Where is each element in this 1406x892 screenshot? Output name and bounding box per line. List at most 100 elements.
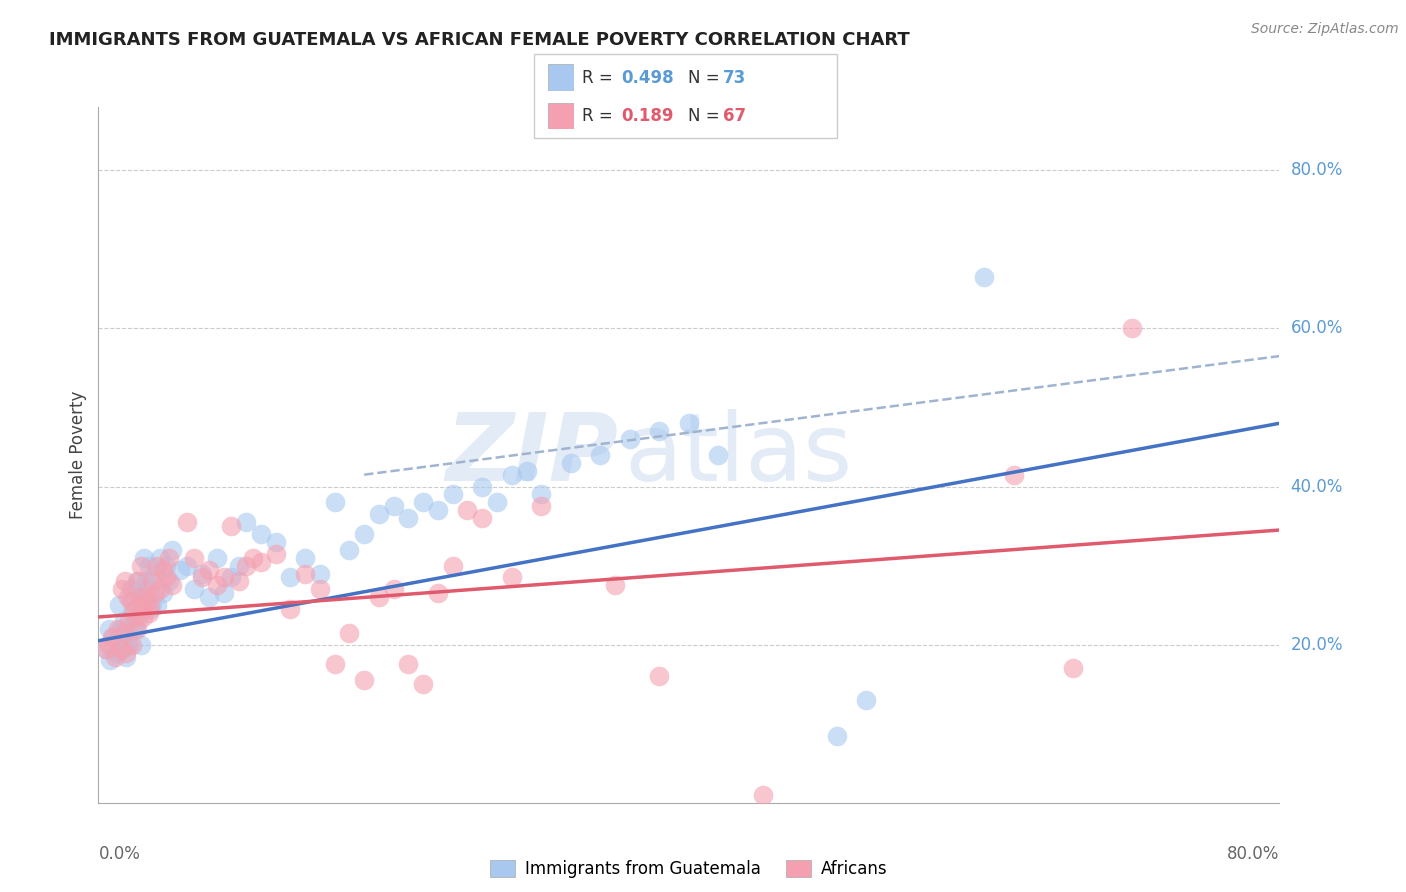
Point [235,515,257,529]
Point [228,558,250,573]
Point [157,574,180,589]
Point [337,625,360,640]
Point [337,542,360,557]
Point [176,515,198,529]
Point [471,511,494,525]
Point [619,432,641,446]
Text: 80.0%: 80.0% [1227,845,1279,863]
Point [105,646,128,660]
Point [456,503,478,517]
Point [138,606,160,620]
Point [678,417,700,431]
Point [118,614,141,628]
Point [212,570,235,584]
Point [139,598,162,612]
Point [412,495,434,509]
Text: ZIP: ZIP [446,409,619,501]
Point [751,788,773,802]
Point [228,574,250,589]
Point [560,456,582,470]
Point [648,669,671,683]
Point [205,578,228,592]
Point [100,630,122,644]
Point [441,487,464,501]
Text: R =: R = [582,107,623,125]
Point [152,563,174,577]
Point [825,729,848,743]
Point [122,591,145,605]
Text: 20.0%: 20.0% [1291,636,1343,654]
Point [135,591,157,605]
Point [162,542,183,557]
Point [323,657,346,672]
Text: Source: ZipAtlas.com: Source: ZipAtlas.com [1251,22,1399,37]
Point [589,448,612,462]
Point [235,558,257,573]
Point [427,503,450,517]
Point [368,507,391,521]
Point [205,550,228,565]
Point [198,563,221,577]
Point [382,500,405,514]
Point [382,582,405,597]
Point [198,591,221,605]
Point [143,566,166,581]
Point [107,622,129,636]
Point [530,487,553,501]
Point [707,448,730,462]
Point [114,574,136,589]
Point [94,641,117,656]
Point [501,467,523,482]
Point [132,591,155,605]
Point [191,566,214,581]
Text: 0.498: 0.498 [621,69,673,87]
Point [138,558,160,573]
Point [118,638,141,652]
Point [110,641,132,656]
Point [120,594,142,608]
Point [103,630,125,644]
Point [125,622,148,636]
Point [135,574,157,589]
Point [114,638,136,652]
Point [111,641,134,656]
Point [129,638,152,652]
Point [250,555,273,569]
Point [143,586,166,600]
Point [97,638,120,652]
Point [120,582,142,597]
Point [136,582,159,597]
Point [149,550,172,565]
Point [128,594,150,608]
Point [278,602,302,616]
Point [973,270,995,285]
Point [219,570,242,584]
Point [124,610,146,624]
Point [121,606,143,620]
Text: 0.189: 0.189 [621,107,673,125]
Point [134,550,156,565]
Point [124,622,146,636]
Point [104,649,127,664]
Point [134,602,156,616]
Point [1002,467,1025,482]
Point [152,586,174,600]
Point [112,614,135,628]
Point [294,550,316,565]
Point [530,500,553,514]
Point [155,570,177,584]
Point [139,602,162,616]
Point [212,586,235,600]
Y-axis label: Female Poverty: Female Poverty [69,391,87,519]
Point [125,574,148,589]
Point [396,657,419,672]
Point [117,591,139,605]
Point [122,602,145,616]
Point [441,558,464,573]
Point [117,625,139,640]
Point [146,558,169,573]
Point [98,653,121,667]
Point [242,550,264,565]
Point [115,649,138,664]
Point [412,677,434,691]
